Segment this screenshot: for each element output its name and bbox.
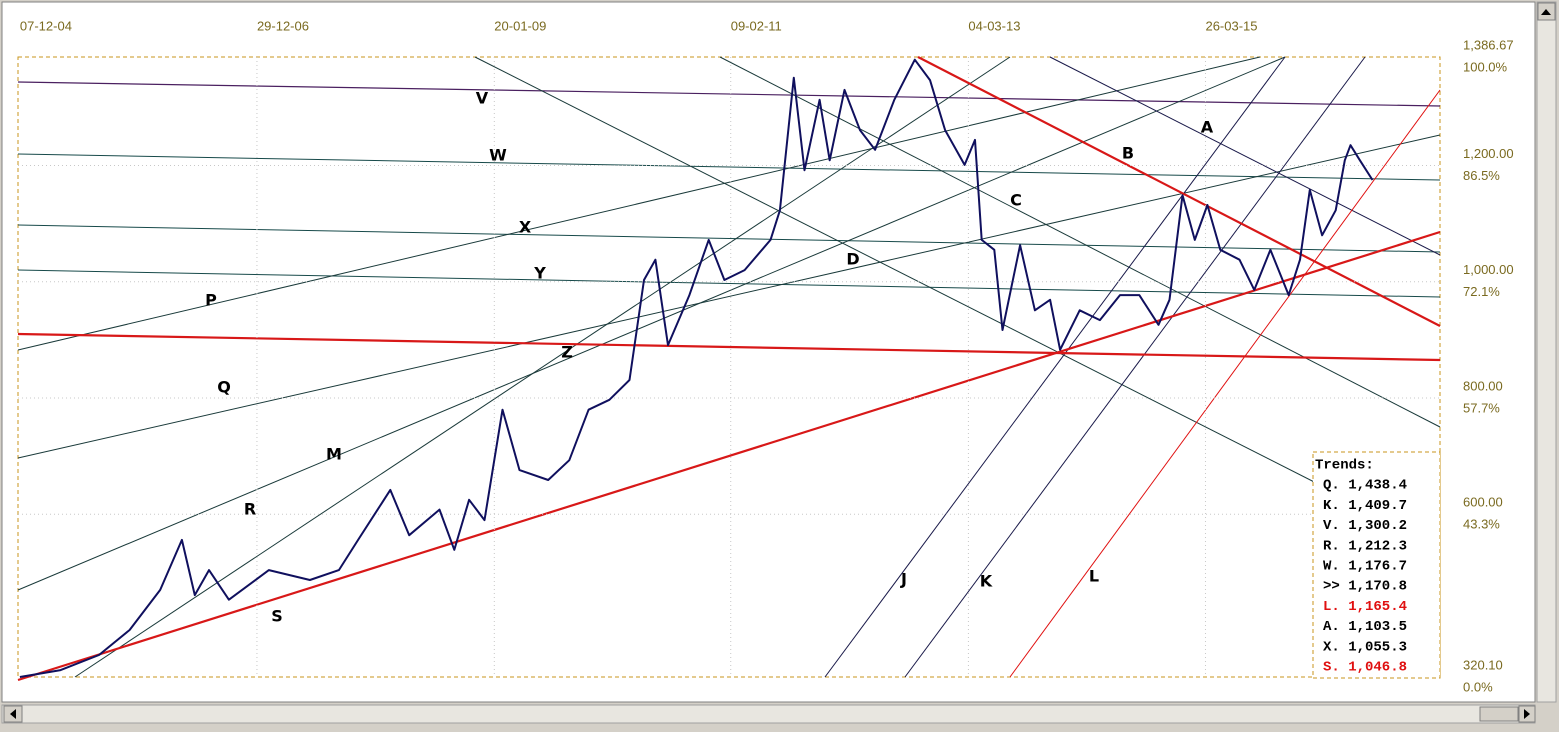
trend-value: W. 1,176.7 bbox=[1323, 559, 1407, 575]
y-tick-label: 1,000.00 bbox=[1463, 262, 1514, 277]
v-scrollbar[interactable] bbox=[1536, 1, 1557, 703]
trend-label: Y bbox=[533, 264, 546, 283]
trend-value: V. 1,300.2 bbox=[1323, 518, 1407, 534]
trend-label: S bbox=[271, 607, 283, 626]
y-tick-label: 320.10 bbox=[1463, 657, 1503, 672]
trend-line bbox=[1049, 56, 1441, 256]
pct-tick-label: 86.5% bbox=[1463, 168, 1500, 183]
trend-label: Z bbox=[561, 343, 573, 362]
plot-border bbox=[17, 56, 1441, 678]
trend-label: P bbox=[205, 291, 217, 310]
arrow-icon bbox=[10, 709, 16, 719]
x-tick-label: 07-12-04 bbox=[20, 18, 72, 33]
trend-label: R bbox=[244, 500, 256, 519]
arrow-icon bbox=[1524, 709, 1530, 719]
pct-tick-label: 57.7% bbox=[1463, 400, 1500, 415]
x-tick-label: 29-12-06 bbox=[257, 18, 309, 33]
trend-label: K bbox=[980, 572, 993, 591]
x-tick-label: 20-01-09 bbox=[494, 18, 546, 33]
trend-line bbox=[17, 332, 1441, 362]
trend-label: Q bbox=[217, 378, 231, 397]
trend-line bbox=[74, 56, 1011, 678]
trend-line bbox=[824, 56, 1286, 678]
trend-label: J bbox=[900, 570, 907, 589]
trend-value: X. 1,055.3 bbox=[1323, 639, 1407, 655]
trend-label: B bbox=[1122, 144, 1134, 163]
scroll-thumb[interactable] bbox=[1479, 706, 1519, 722]
trend-value: Q. 1,438.4 bbox=[1323, 478, 1407, 494]
trend-line bbox=[17, 81, 1441, 107]
trend-value: K. 1,409.7 bbox=[1323, 498, 1407, 514]
trend-line bbox=[17, 224, 1441, 253]
trend-line bbox=[474, 56, 1331, 491]
trend-value: >> 1,170.8 bbox=[1323, 579, 1407, 595]
h-scrollbar[interactable] bbox=[1, 704, 1536, 724]
trend-label: D bbox=[846, 250, 859, 269]
arrow-icon bbox=[1541, 9, 1551, 15]
x-tick-label: 26-03-15 bbox=[1205, 18, 1257, 33]
pct-tick-label: 43.3% bbox=[1463, 517, 1500, 532]
trend-label: C bbox=[1010, 191, 1022, 210]
trend-label: A bbox=[1201, 118, 1214, 137]
trend-line bbox=[17, 153, 1441, 181]
trend-label: M bbox=[326, 445, 342, 464]
pct-tick-label: 0.0% bbox=[1463, 679, 1493, 694]
trend-value: A. 1,103.5 bbox=[1323, 619, 1407, 635]
trend-value: S. 1,046.8 bbox=[1323, 660, 1407, 676]
y-tick-label: 800.00 bbox=[1463, 378, 1503, 393]
y-tick-label: 600.00 bbox=[1463, 495, 1503, 510]
x-tick-label: 09-02-11 bbox=[731, 18, 782, 33]
trend-value: R. 1,212.3 bbox=[1323, 538, 1407, 554]
trend-label: L bbox=[1089, 567, 1099, 586]
trends-box bbox=[1312, 451, 1441, 679]
price-line bbox=[19, 58, 1374, 678]
trend-line bbox=[904, 56, 1366, 678]
trend-label: V bbox=[476, 89, 489, 108]
pct-tick-label: 100.0% bbox=[1463, 59, 1508, 74]
trend-value: L. 1,165.4 bbox=[1323, 599, 1407, 615]
y-tick-label: 1,386.67 bbox=[1463, 37, 1514, 52]
pct-tick-label: 72.1% bbox=[1463, 284, 1500, 299]
trend-line bbox=[719, 56, 1441, 428]
trend-line bbox=[17, 134, 1441, 459]
trend-line bbox=[17, 56, 1286, 591]
trend-line bbox=[17, 230, 1441, 682]
trends-title: Trends: bbox=[1315, 458, 1374, 474]
trend-line bbox=[17, 56, 1261, 351]
trend-line bbox=[1009, 89, 1441, 678]
trend-label: W bbox=[489, 146, 507, 165]
y-tick-label: 1,200.00 bbox=[1463, 146, 1514, 161]
trend-line bbox=[917, 56, 1441, 327]
chart-background bbox=[1, 1, 1536, 703]
trend-label: X bbox=[519, 218, 532, 237]
trend-lines bbox=[17, 56, 1441, 682]
trend-line bbox=[17, 269, 1441, 298]
x-tick-label: 04-03-13 bbox=[968, 18, 1020, 33]
